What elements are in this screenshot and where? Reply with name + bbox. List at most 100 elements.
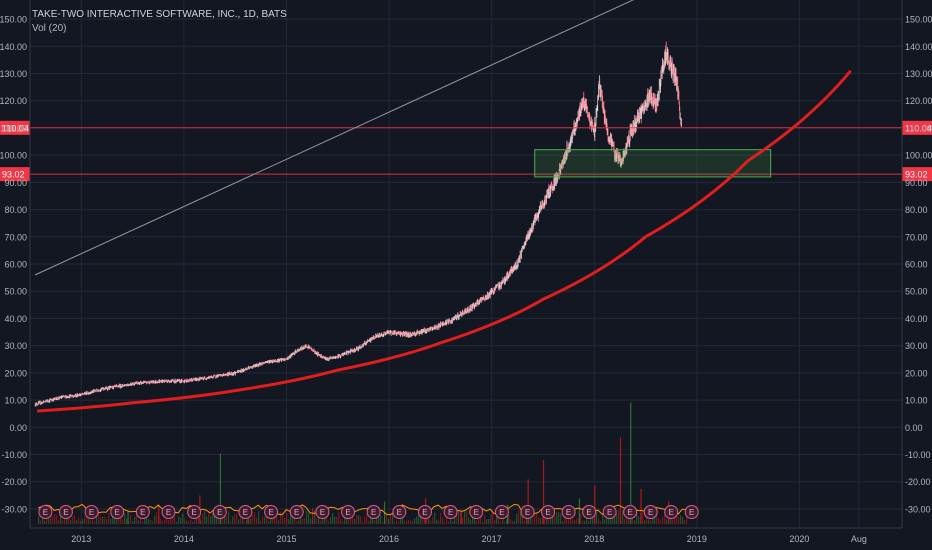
volume-bar	[634, 520, 636, 524]
earnings-marker	[366, 505, 381, 519]
price-level-badge	[0, 120, 30, 135]
volume-bar	[258, 511, 260, 524]
x-tick-label: 2017	[482, 534, 502, 544]
volume-bar	[318, 515, 320, 524]
volume-spike	[219, 453, 221, 524]
x-tick-label: 2018	[584, 534, 604, 544]
volume-bar	[136, 514, 138, 524]
volume-bar	[150, 519, 152, 524]
volume-bar	[662, 517, 664, 524]
volume-bar	[236, 513, 238, 524]
y-tick-label-right: 50.00	[905, 287, 928, 297]
volume-bar	[326, 514, 328, 524]
y-tick-label-left: 90.00	[4, 178, 27, 188]
volume-bar	[228, 511, 230, 524]
volume-bar	[172, 517, 174, 524]
volume-bar	[380, 515, 382, 524]
y-tick-label-right: -20.00	[905, 477, 931, 487]
volume-bar	[524, 520, 526, 524]
volume-bar	[278, 520, 280, 524]
trendline	[34, 0, 635, 276]
volume-bar	[276, 517, 278, 524]
volume-bar	[58, 519, 60, 524]
volume-bar	[144, 513, 146, 524]
volume-bar	[196, 515, 198, 524]
volume-bar	[48, 518, 50, 524]
price-level-badge	[902, 167, 932, 182]
volume-bar	[120, 518, 122, 524]
earnings-marker	[469, 505, 484, 519]
volume-bar	[76, 520, 78, 524]
volume-bar	[232, 516, 234, 524]
volume-bar	[268, 521, 270, 524]
volume-bar	[498, 514, 500, 524]
volume-bar	[266, 518, 268, 524]
volume-bar	[86, 514, 88, 524]
earnings-marker	[392, 505, 407, 519]
volume-bar	[112, 511, 114, 524]
volume-bar	[536, 512, 538, 524]
volume-bar	[450, 516, 452, 524]
volume-bar	[224, 512, 226, 524]
earnings-marker-label: E	[43, 508, 48, 517]
earnings-marker-label: E	[243, 508, 248, 517]
y-tick-label-left: 40.00	[4, 314, 27, 324]
volume-bar	[526, 515, 528, 524]
volume-bar	[292, 517, 294, 524]
volume-bar	[468, 517, 470, 524]
volume-bar	[66, 516, 68, 524]
volume-bar	[672, 519, 674, 524]
volume-bar	[650, 520, 652, 524]
earnings-marker-label: E	[345, 508, 350, 517]
volume-bar	[430, 520, 432, 524]
y-tick-label-left: 30.00	[4, 341, 27, 351]
volume-bar	[68, 513, 70, 524]
volume-bar	[250, 518, 252, 524]
volume-bar	[298, 520, 300, 524]
volume-bar	[248, 519, 250, 524]
volume-bar	[338, 511, 340, 524]
volume-bar	[162, 521, 164, 524]
volume-bar	[56, 515, 58, 524]
volume-bar	[486, 519, 488, 524]
volume-bar	[670, 514, 672, 524]
volume-bar	[648, 519, 650, 524]
volume-bar	[466, 511, 468, 524]
volume-bar	[222, 514, 224, 524]
volume-bar	[420, 517, 422, 524]
volume-bar	[256, 517, 258, 524]
earnings-marker	[520, 505, 535, 519]
volume-bar	[686, 515, 688, 524]
y-tick-label-right: 90.00	[905, 178, 928, 188]
price-level-badge-label: 110.04	[2, 123, 29, 133]
volume-bar	[138, 520, 140, 524]
volume-bar	[444, 521, 446, 524]
volume-bar	[304, 518, 306, 524]
volume-bar	[600, 521, 602, 524]
volume-bar	[80, 521, 82, 524]
volume-bar	[360, 516, 362, 524]
volume-bar	[622, 510, 624, 524]
volume-bar	[442, 517, 444, 524]
y-tick-label-right: 10.00	[905, 396, 928, 406]
volume-bar	[604, 519, 606, 524]
volume-bar	[260, 520, 262, 524]
y-tick-label-left: 80.00	[4, 205, 27, 215]
y-tick-label-left: 150.00	[0, 15, 27, 25]
y-tick-label-right: 30.00	[905, 341, 928, 351]
volume-bar	[374, 519, 376, 524]
y-tick-label-left: 50.00	[4, 287, 27, 297]
volume-bar	[334, 516, 336, 524]
volume-bar	[300, 514, 302, 524]
volume-bar	[464, 511, 466, 524]
volume-spike	[527, 479, 529, 524]
price-level-badge-label: 93.02	[2, 170, 25, 180]
volume-bar	[484, 514, 486, 524]
y-tick-label-right: 70.00	[905, 232, 928, 242]
earnings-marker	[84, 505, 99, 519]
volume-bar	[142, 521, 144, 524]
volume-bar	[520, 511, 522, 524]
volume-bar	[460, 510, 462, 524]
volume-bar	[638, 516, 640, 524]
